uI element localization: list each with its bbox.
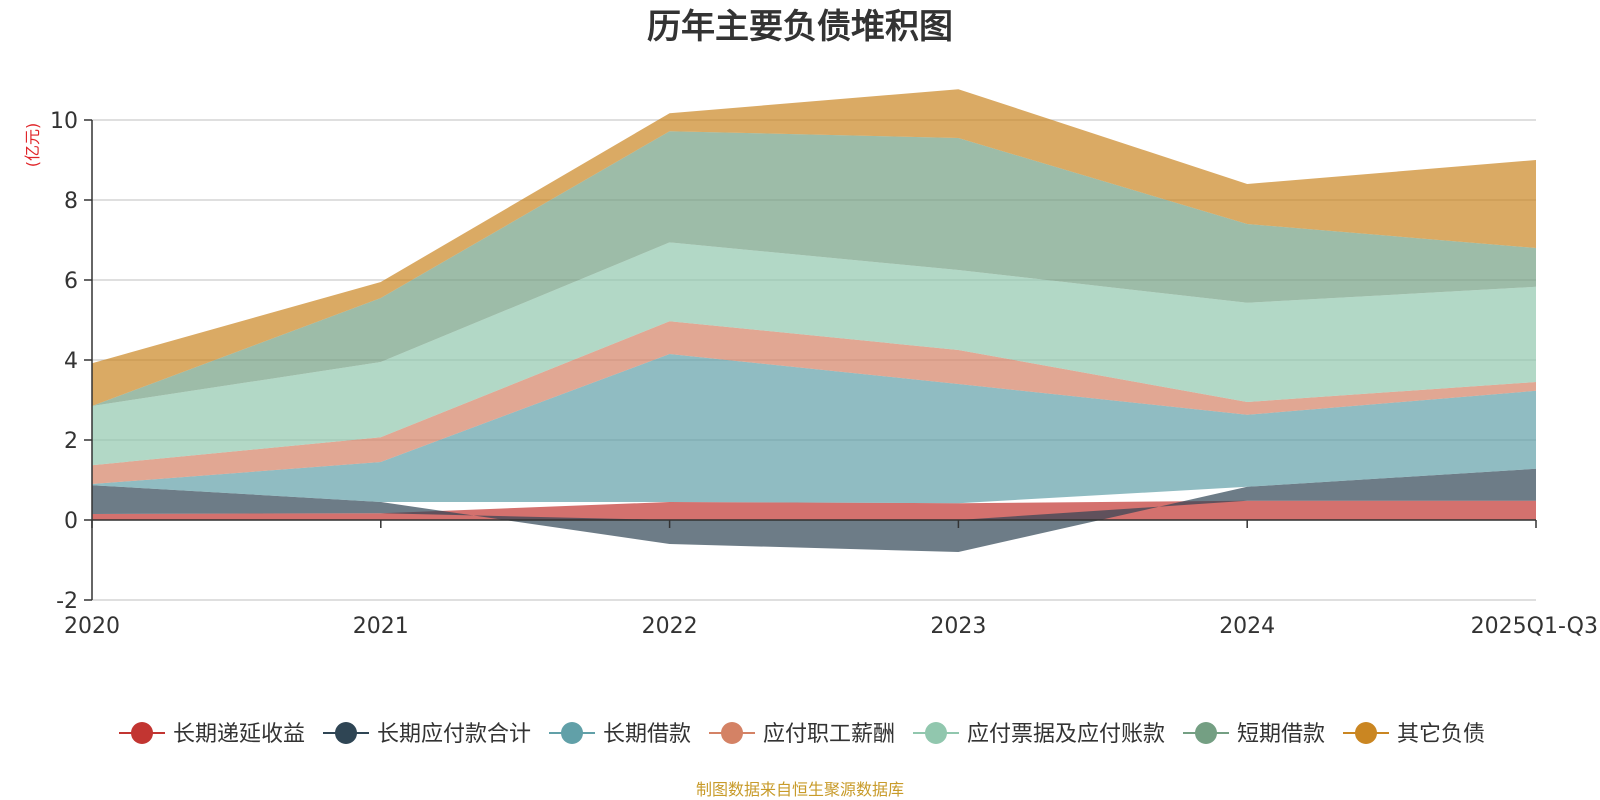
x-tick-label: 2023 (930, 614, 986, 639)
y-tick-label: 4 (64, 349, 78, 374)
y-tick-label: 0 (64, 509, 78, 534)
area-series-7 (92, 89, 1536, 406)
legend-label: 应付票据及应付账款 (967, 722, 1165, 747)
area-series-6 (92, 131, 1536, 406)
legend-label: 长期借款 (603, 722, 691, 747)
legend-dot-icon (925, 722, 947, 744)
area-series-3 (92, 354, 1536, 504)
x-tick-label: 2021 (353, 614, 409, 639)
x-tick-label: 2020 (64, 614, 120, 639)
legend-item[interactable]: 应付票据及应付账款 (913, 722, 1165, 747)
legend-item[interactable]: 其它负债 (1343, 722, 1485, 747)
legend-item[interactable]: 应付职工薪酬 (709, 722, 895, 747)
legend-dot-icon (335, 722, 357, 744)
legend-dot-icon (561, 722, 583, 744)
legend-dot-icon (1355, 722, 1377, 744)
x-tick-label: 2025Q1-Q3 (1471, 614, 1598, 639)
legend-label: 应付职工薪酬 (763, 722, 895, 747)
y-tick-label: 6 (64, 269, 78, 294)
legend-dot-icon (1195, 722, 1217, 744)
y-tick-label: 10 (50, 109, 78, 134)
legend-label: 长期递延收益 (173, 722, 305, 747)
area-series-5 (92, 242, 1536, 466)
area-series-4 (92, 321, 1536, 484)
legend-item[interactable]: 长期递延收益 (119, 722, 305, 747)
legend-dot-icon (721, 722, 743, 744)
legend-dot-icon (131, 722, 153, 744)
chart-title: 历年主要负债堆积图 (647, 7, 953, 47)
x-tick-label: 2022 (642, 614, 698, 639)
legend-label: 其它负债 (1397, 722, 1485, 747)
legend-label: 长期应付款合计 (377, 722, 531, 747)
legend-label: 短期借款 (1237, 722, 1325, 747)
y-tick-label: 2 (64, 429, 78, 454)
area-series-layer (92, 89, 1536, 552)
y-tick-label: 8 (64, 189, 78, 214)
area-series-2 (92, 468, 1536, 552)
legend-item[interactable]: 短期借款 (1183, 722, 1325, 747)
data-source: 制图数据来自恒生聚源数据库 (696, 780, 904, 799)
legend-item[interactable]: 长期借款 (549, 722, 691, 747)
legend-item[interactable]: 长期应付款合计 (323, 722, 531, 747)
legend: 长期递延收益 长期应付款合计 长期借款 应付职工薪酬 应付票据及应付账款 短期借款 其它负债 (119, 722, 1485, 747)
y-axis-unit: (亿元) (23, 123, 42, 168)
axes: -2 0 2 4 6 8 10 2020 2021 2022 2023 2024 2025Q1-Q3 (50, 109, 1598, 639)
y-tick-label: -2 (56, 589, 78, 614)
x-tick-label: 2024 (1219, 614, 1275, 639)
